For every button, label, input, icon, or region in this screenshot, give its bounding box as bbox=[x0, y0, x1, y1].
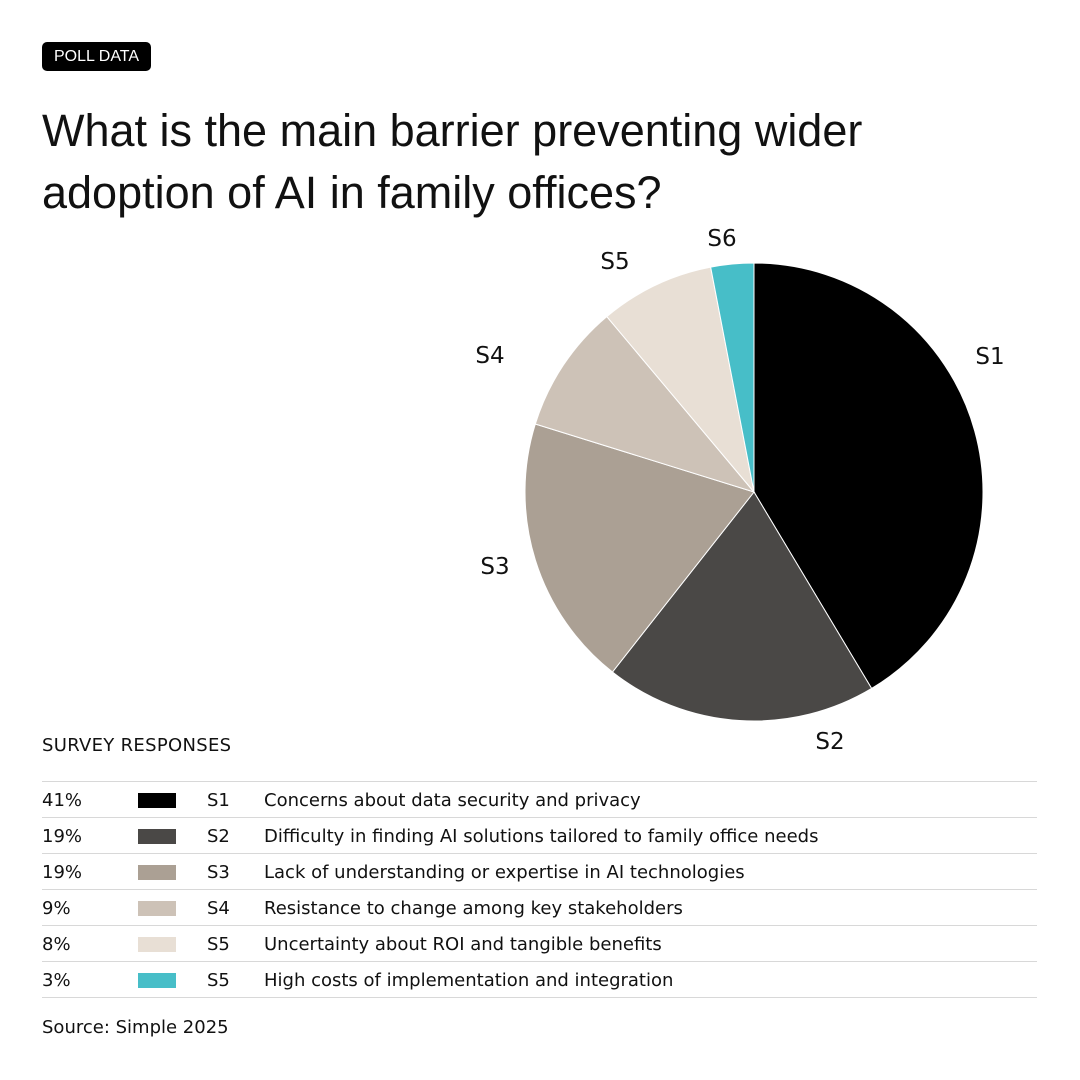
legend-series-id: S4 bbox=[207, 898, 230, 919]
legend-percent: 19% bbox=[42, 862, 83, 883]
pie-label-s4: S4 bbox=[475, 343, 504, 369]
pie-slice-s6 bbox=[710, 262, 755, 493]
legend-series-id: S3 bbox=[207, 862, 230, 883]
legend-row: 9% S4 Resistance to change among key sta… bbox=[42, 890, 1037, 926]
legend-percent: 3% bbox=[42, 970, 71, 991]
pie-slice-s1 bbox=[753, 262, 984, 690]
legend-swatch bbox=[138, 901, 176, 916]
pie-label-s2: S2 bbox=[815, 729, 844, 755]
legend-description: Difficulty in finding AI solutions tailo… bbox=[264, 826, 819, 847]
legend-swatch bbox=[138, 937, 176, 952]
legend-swatch bbox=[138, 829, 176, 844]
legend-swatch bbox=[138, 973, 176, 988]
legend-description: Concerns about data security and privacy bbox=[264, 790, 641, 811]
source-note: Source: Simple 2025 bbox=[42, 1017, 229, 1038]
legend-percent: 9% bbox=[42, 898, 71, 919]
pie-slice-s2 bbox=[611, 491, 873, 722]
legend-row: 8% S5 Uncertainty about ROI and tangible… bbox=[42, 926, 1037, 962]
pie-label-s3: S3 bbox=[480, 554, 509, 580]
pie-slice-s5 bbox=[606, 266, 755, 494]
chart-title: What is the main barrier preventing wide… bbox=[42, 105, 863, 218]
legend-row: 19% S2 Difficulty in finding AI solution… bbox=[42, 818, 1037, 854]
legend-description: Resistance to change among key stakehold… bbox=[264, 898, 683, 919]
legend-table: 41% S1 Concerns about data security and … bbox=[42, 781, 1037, 998]
legend-series-id: S1 bbox=[207, 790, 230, 811]
legend-description: High costs of implementation and integra… bbox=[264, 970, 674, 991]
legend-description: Lack of understanding or expertise in AI… bbox=[264, 862, 745, 883]
legend-description: Uncertainty about ROI and tangible benef… bbox=[264, 934, 662, 955]
pie-label-s1: S1 bbox=[975, 344, 1004, 370]
legend-heading: SURVEY RESPONSES bbox=[42, 735, 232, 756]
legend-row: 19% S3 Lack of understanding or expertis… bbox=[42, 854, 1037, 890]
pie-label-s6: S6 bbox=[707, 226, 736, 252]
pie-label-s5: S5 bbox=[600, 249, 629, 275]
legend-row: 3% S5 High costs of implementation and i… bbox=[42, 962, 1037, 998]
poll-data-badge: POLL DATA bbox=[42, 42, 152, 71]
legend-swatch bbox=[138, 865, 176, 880]
legend-percent: 41% bbox=[42, 790, 83, 811]
legend-series-id: S5 bbox=[207, 934, 230, 955]
legend-percent: 19% bbox=[42, 826, 83, 847]
legend-swatch bbox=[138, 793, 176, 808]
legend-percent: 8% bbox=[42, 934, 71, 955]
pie-slice-s3 bbox=[524, 423, 755, 673]
legend-series-id: S2 bbox=[207, 826, 230, 847]
pie-slice-s4 bbox=[534, 315, 756, 493]
legend-row: 41% S1 Concerns about data security and … bbox=[42, 782, 1037, 818]
legend-series-id: S5 bbox=[207, 970, 230, 991]
pie-chart: S1 S2 S3 S4 S5 S6 bbox=[475, 226, 1004, 755]
